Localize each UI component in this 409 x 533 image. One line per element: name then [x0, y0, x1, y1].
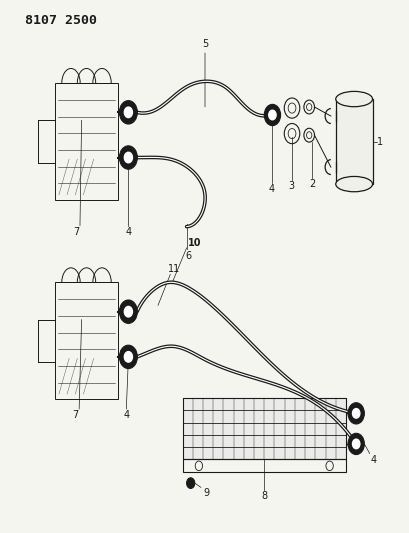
Bar	[55, 83, 118, 200]
Text: 11: 11	[168, 264, 180, 274]
Text: 3: 3	[288, 181, 294, 191]
Circle shape	[119, 300, 137, 324]
Circle shape	[119, 345, 137, 368]
Text: 8107 2500: 8107 2500	[25, 14, 97, 27]
Ellipse shape	[335, 176, 372, 192]
Circle shape	[352, 409, 359, 418]
Text: 7: 7	[73, 227, 79, 237]
Text: 9: 9	[202, 488, 209, 498]
Circle shape	[119, 146, 137, 169]
Ellipse shape	[335, 91, 372, 107]
Text: 6: 6	[185, 251, 191, 261]
Circle shape	[347, 433, 364, 455]
Circle shape	[124, 306, 132, 317]
Circle shape	[186, 478, 194, 488]
Circle shape	[352, 439, 359, 449]
Bar	[335, 99, 372, 184]
Circle shape	[268, 110, 275, 120]
Text: 7: 7	[72, 410, 78, 420]
Bar	[55, 282, 118, 399]
Text: 10: 10	[188, 238, 201, 248]
Text: 8: 8	[261, 491, 267, 501]
Circle shape	[124, 352, 132, 362]
Text: 4: 4	[370, 455, 376, 465]
Circle shape	[124, 107, 132, 118]
Bar	[182, 459, 345, 472]
Text: 5: 5	[201, 38, 208, 49]
Bar	[182, 398, 345, 459]
Text: 4: 4	[125, 227, 131, 237]
Circle shape	[124, 152, 132, 163]
Text: 2: 2	[308, 179, 315, 189]
Circle shape	[347, 403, 364, 424]
Text: 4: 4	[123, 410, 129, 420]
Circle shape	[264, 104, 280, 126]
Circle shape	[119, 101, 137, 124]
Text: 4: 4	[268, 184, 274, 194]
Text: 1: 1	[376, 136, 382, 147]
